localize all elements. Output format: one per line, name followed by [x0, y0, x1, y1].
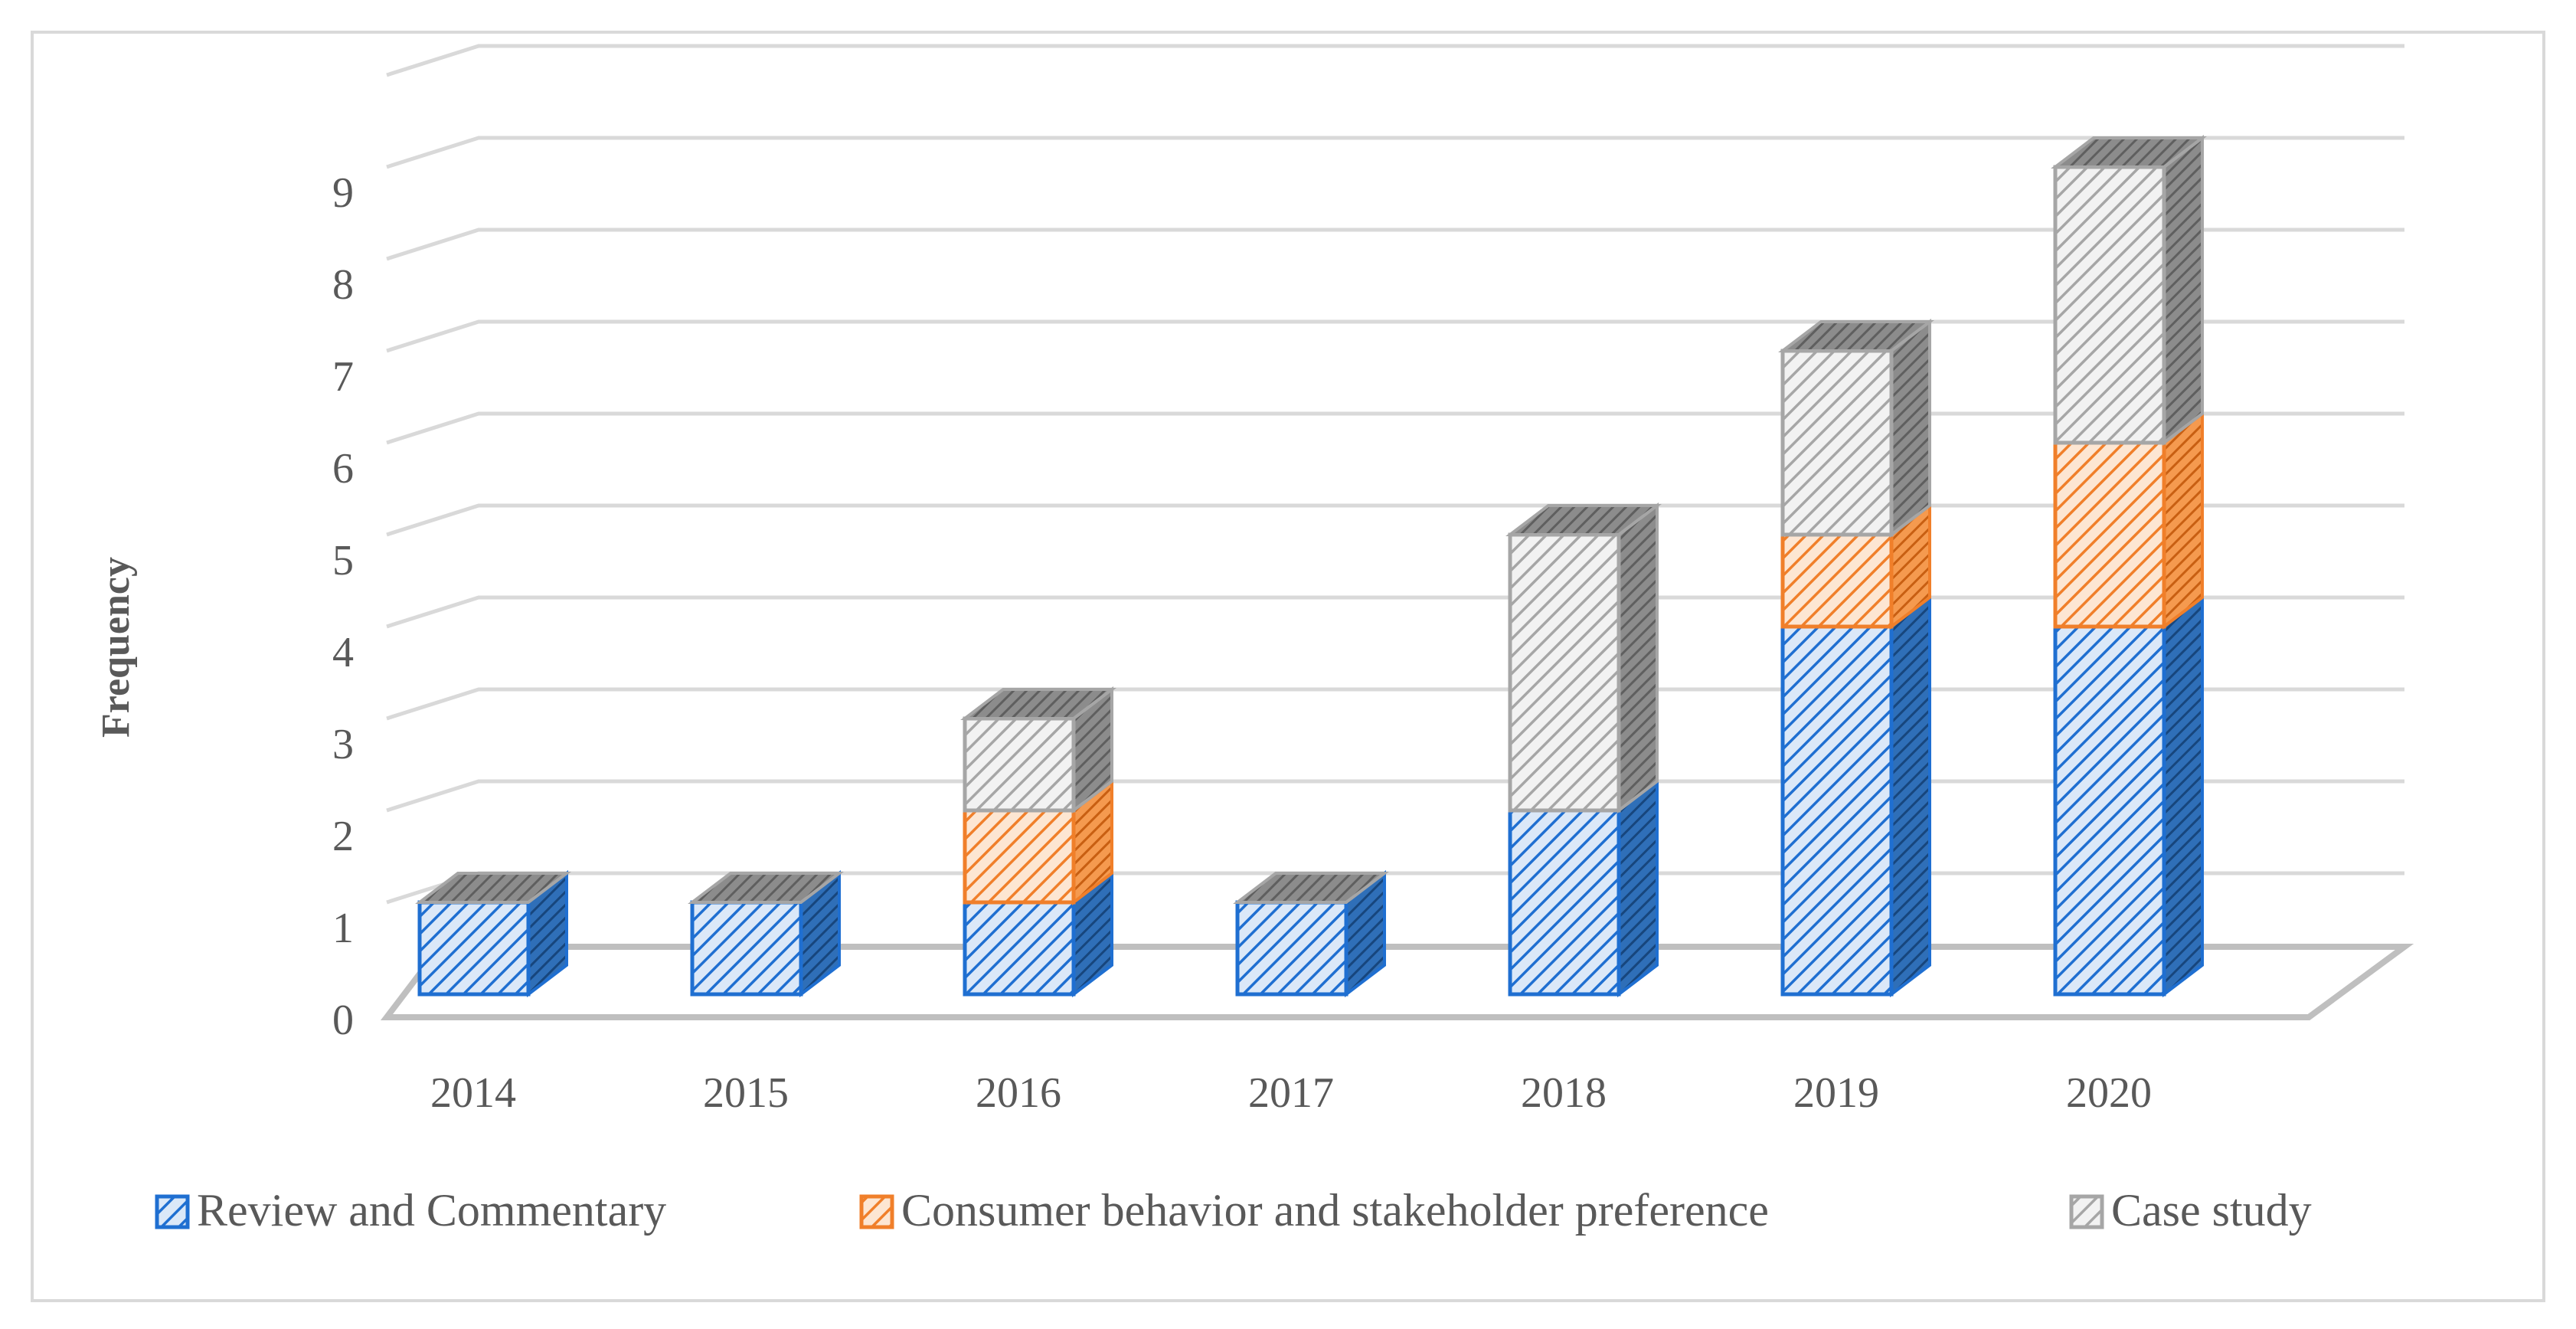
x-tick-label: 2018 [1521, 1069, 1607, 1117]
legend-label: Review and Commentary [197, 1185, 666, 1236]
bar-segment [963, 777, 1113, 906]
bar-segment [1780, 594, 1931, 998]
bar-segment [688, 869, 844, 998]
x-tick-label: 2017 [1248, 1069, 1334, 1117]
x-tick-label: 2014 [430, 1069, 516, 1117]
gridline [386, 319, 2404, 353]
y-tick-label: 0 [332, 997, 354, 1044]
y-tick-label: 3 [332, 721, 354, 768]
bar-segment [1508, 777, 1659, 998]
legend-swatch [155, 1194, 190, 1229]
gridlines [386, 44, 2404, 905]
gridline [386, 687, 2404, 721]
bar-segment [1780, 502, 1931, 630]
x-tick-label: 2015 [703, 1069, 789, 1117]
bar-segment [1505, 502, 1662, 814]
legend-item: Review and Commentary [155, 1185, 666, 1236]
legend-item: Case study [2069, 1185, 2312, 1236]
legend-label: Consumer behavior and stakeholder prefer… [901, 1185, 1769, 1236]
y-axis-title: Frequency [94, 557, 138, 738]
bar-segment [1778, 318, 1934, 538]
gridline [386, 779, 2404, 813]
legend-swatch [859, 1194, 894, 1229]
bar-segment [1233, 869, 1389, 998]
bar-segment [963, 869, 1113, 998]
y-tick-label: 5 [332, 537, 354, 584]
x-axis-ticks: 2014 2015 2016 2017 2018 2019 2020 [430, 1069, 2152, 1117]
gridline [386, 228, 2404, 261]
bar-segment [2053, 410, 2204, 630]
x-tick-label: 2019 [1793, 1069, 1879, 1117]
y-axis-ticks: 0 1 2 3 4 5 6 7 8 9 [332, 169, 354, 1044]
y-tick-label: 4 [332, 629, 354, 676]
bar-segment [2051, 134, 2207, 447]
y-tick-label: 2 [332, 813, 354, 860]
x-tick-label: 2020 [2066, 1069, 2152, 1117]
x-tick-label: 2016 [976, 1069, 1061, 1117]
y-tick-label: 6 [332, 445, 354, 493]
y-tick-label: 8 [332, 261, 354, 309]
y-tick-label: 7 [332, 353, 354, 401]
bar-segment [415, 869, 571, 998]
gridline [386, 595, 2404, 629]
bars [415, 134, 2207, 998]
y-tick-label: 9 [332, 169, 354, 217]
legend-swatch [2069, 1194, 2104, 1229]
gridline [386, 44, 2404, 77]
gridline [386, 136, 2404, 169]
bar-segment [960, 686, 1116, 814]
legend: Review and Commentary Consumer behavior a… [155, 1185, 2312, 1236]
gridline [386, 411, 2404, 445]
bar-segment [2053, 594, 2204, 998]
legend-item: Consumer behavior and stakeholder prefer… [859, 1185, 1769, 1236]
legend-label: Case study [2111, 1185, 2312, 1236]
y-tick-label: 1 [332, 905, 354, 952]
gridline [386, 503, 2404, 537]
